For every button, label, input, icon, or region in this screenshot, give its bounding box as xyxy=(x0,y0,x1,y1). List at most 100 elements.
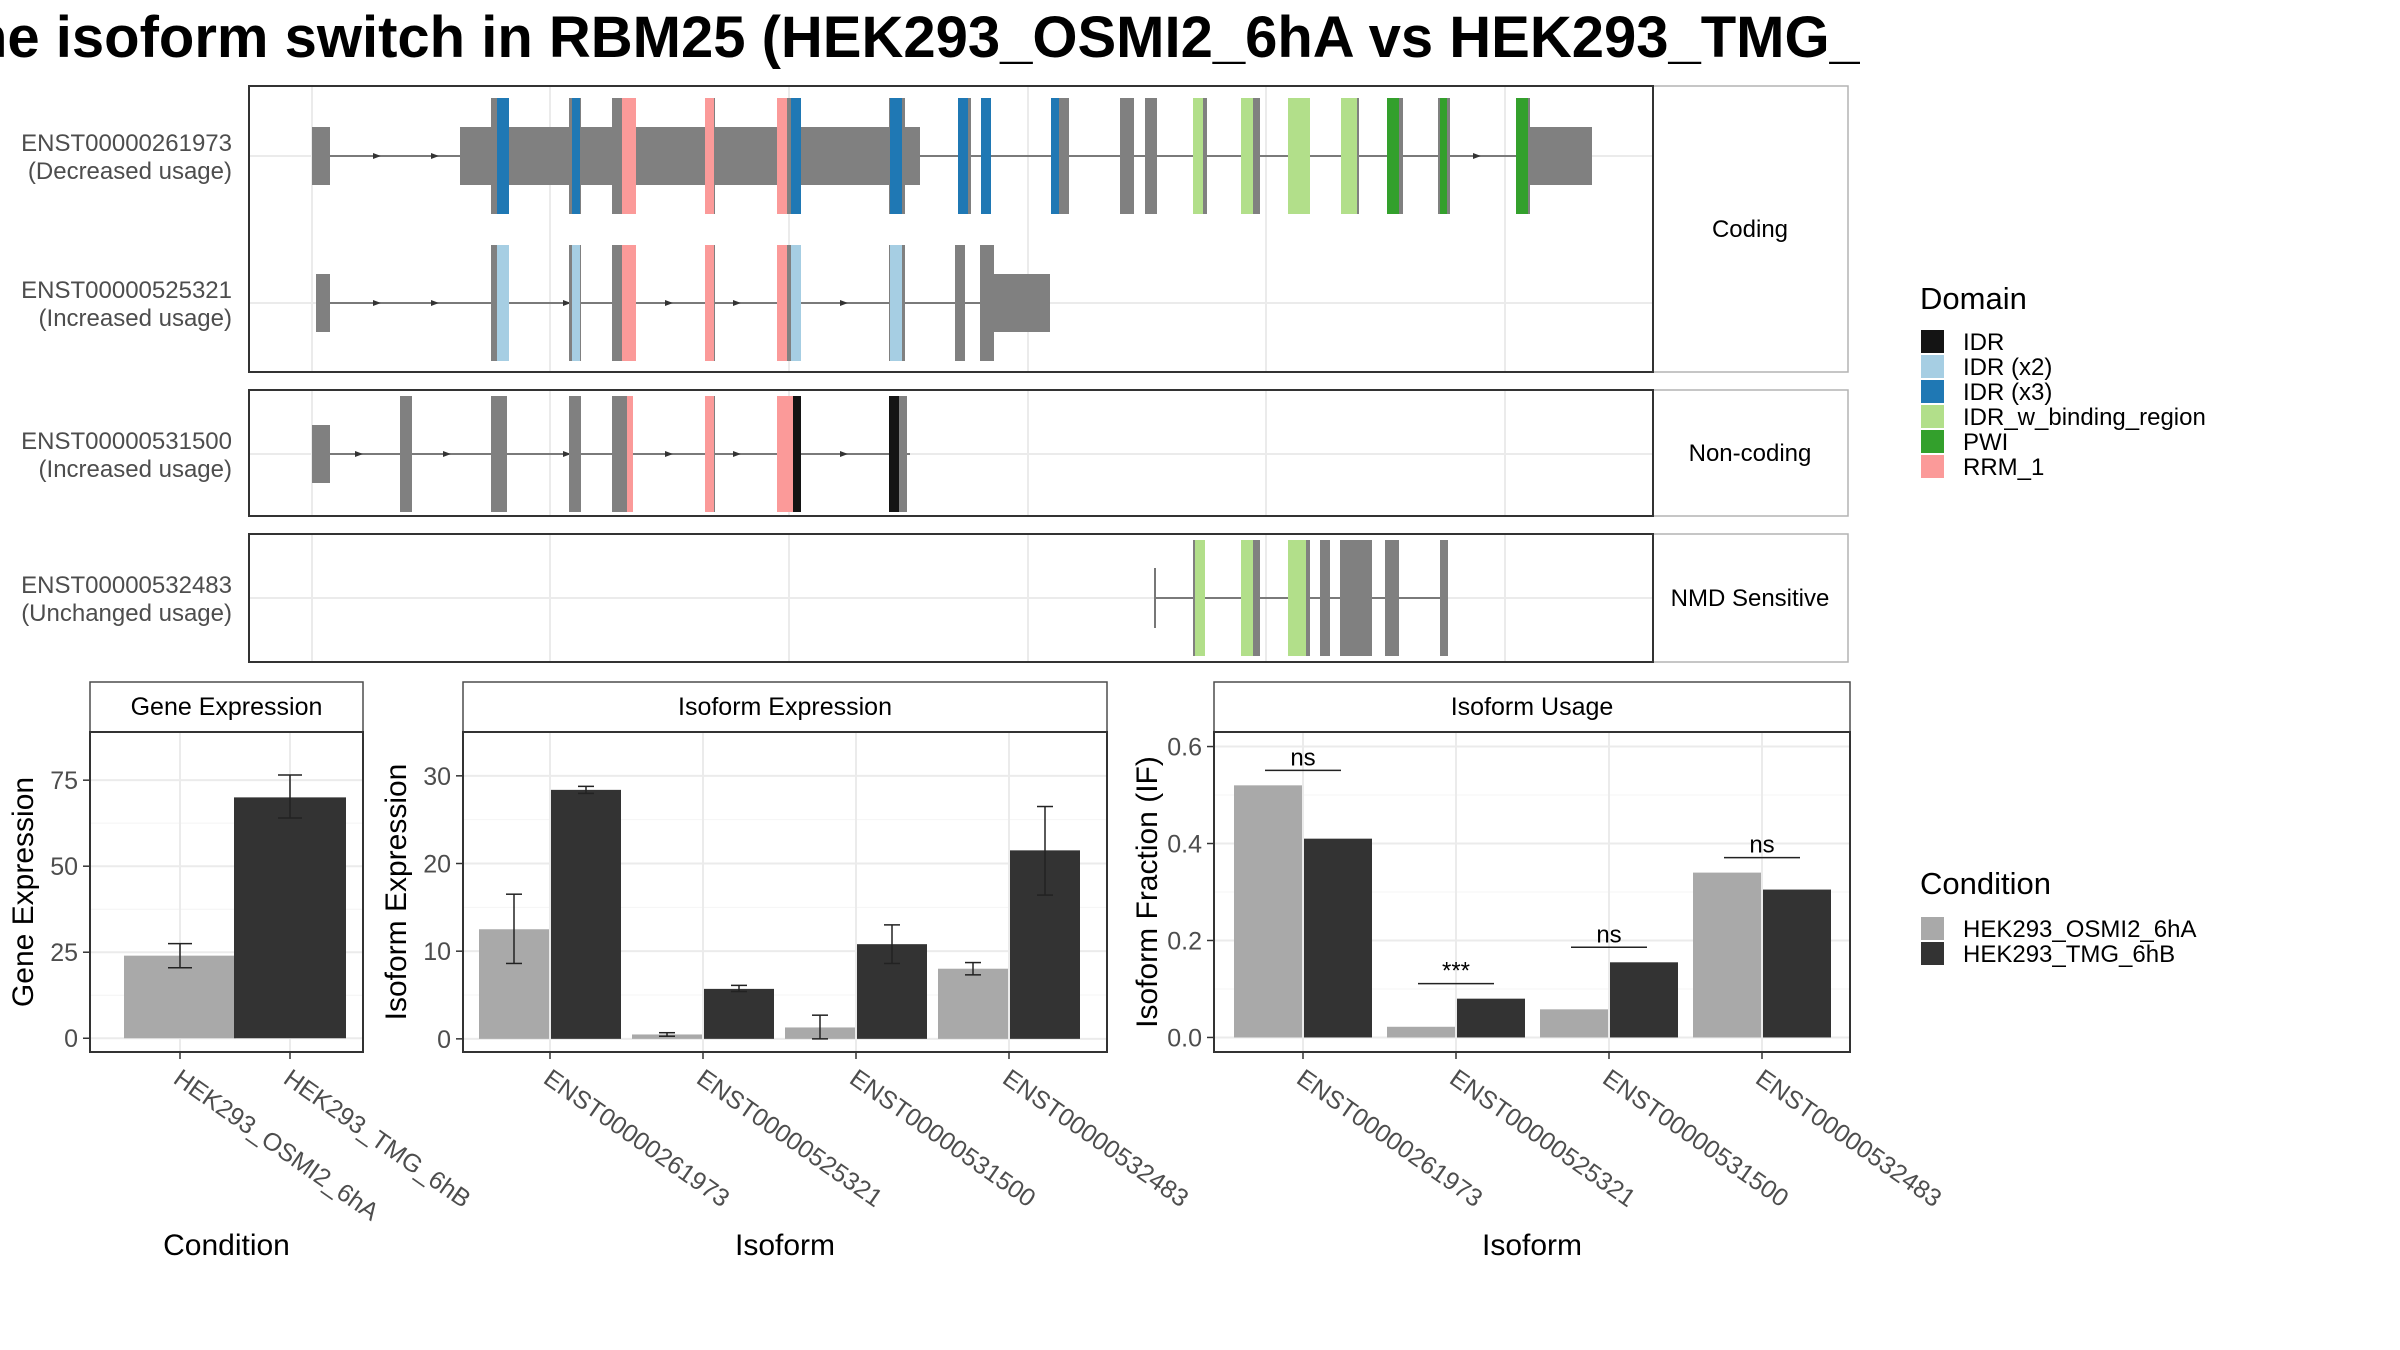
legend-label-domain: PWI xyxy=(1963,429,2008,456)
bar xyxy=(938,968,1008,1039)
domain-block xyxy=(1288,98,1310,214)
y-tick-label: 0 xyxy=(437,1026,451,1054)
bar xyxy=(1540,1009,1608,1038)
x-axis-title: Condition xyxy=(163,1229,290,1262)
legend-key-domain xyxy=(1921,455,1944,478)
exon-block xyxy=(1145,98,1157,214)
legend-key-condition xyxy=(1921,942,1944,965)
strand-arrow xyxy=(431,153,439,159)
domain-block xyxy=(791,245,801,361)
y-tick-label: 0.0 xyxy=(1167,1024,1202,1052)
panel-strip-title: Isoform Expression xyxy=(678,693,892,721)
y-tick-label: 10 xyxy=(423,938,451,966)
strand-arrow xyxy=(665,451,673,457)
panel-border xyxy=(89,731,364,1053)
strand-arrow xyxy=(665,300,673,306)
facet-strip-label: Non-coding xyxy=(1689,440,1812,467)
domain-block xyxy=(572,98,580,214)
legend-title-domain: Domain xyxy=(1920,281,2027,316)
y-tick-label: 75 xyxy=(50,767,78,795)
x-tick-label: HEK293_OSMI2_6hA xyxy=(169,1064,385,1227)
legend-label-domain: IDR_w_binding_region xyxy=(1963,404,2206,431)
significance-label: ns xyxy=(1749,832,1774,859)
bar xyxy=(1234,785,1302,1038)
strand-arrow xyxy=(1473,153,1481,159)
utr-exon xyxy=(316,274,330,332)
legend-label-domain: IDR (x2) xyxy=(1963,354,2052,381)
domain-block xyxy=(1051,98,1059,214)
domain-block xyxy=(622,245,636,361)
domain-block xyxy=(1341,98,1357,214)
domain-block xyxy=(1241,98,1253,214)
domain-block xyxy=(1195,540,1205,656)
plot-title-text: he isoform switch in RBM25 (HEK293_OSMI2… xyxy=(0,5,1860,70)
domain-block xyxy=(1288,540,1306,656)
domain-block xyxy=(791,98,801,214)
domain-block xyxy=(958,98,968,214)
exon-block xyxy=(1440,540,1448,656)
facet-strip xyxy=(1652,389,1849,517)
panel-strip xyxy=(462,681,1108,733)
exon-block xyxy=(400,396,412,512)
facet-panel-border xyxy=(248,85,1654,373)
bar xyxy=(1457,998,1525,1038)
domain-block xyxy=(793,396,801,512)
facet-panel-border xyxy=(248,533,1654,663)
domain-block xyxy=(497,98,509,214)
transcript-id-label: ENST00000532483 xyxy=(21,572,232,599)
transcript-usage-label: (Increased usage) xyxy=(39,305,232,332)
y-tick-label: 0 xyxy=(64,1025,78,1053)
strand-arrow xyxy=(443,451,451,457)
domain-block xyxy=(1193,98,1203,214)
domain-block xyxy=(890,98,902,214)
domain-block xyxy=(981,98,991,214)
domain-block xyxy=(497,245,509,361)
legend-label-condition: HEK293_OSMI2_6hA xyxy=(1963,916,2196,943)
strand-arrow xyxy=(355,451,363,457)
bar xyxy=(1693,872,1761,1038)
legend-key-domain xyxy=(1921,430,1944,453)
utr-exon xyxy=(312,127,330,185)
legend-label-domain: IDR (x3) xyxy=(1963,379,2052,406)
domain-block xyxy=(705,98,714,214)
utr-exon xyxy=(1530,127,1592,185)
exon-block xyxy=(569,396,581,512)
bar xyxy=(1387,1026,1455,1038)
domain-block xyxy=(1241,540,1253,656)
bar xyxy=(1304,838,1372,1038)
y-axis-title: Isoform Fraction (IF) xyxy=(1131,756,1164,1028)
strand-arrow xyxy=(373,153,381,159)
x-axis-title: Isoform xyxy=(1482,1229,1582,1262)
strand-arrow xyxy=(431,300,439,306)
significance-label: ns xyxy=(1596,921,1621,948)
x-axis-title: Isoform xyxy=(735,1229,835,1262)
plot-title: he isoform switch in RBM25 (HEK293_OSMI2… xyxy=(0,4,1860,71)
legend-key-domain xyxy=(1921,405,1944,428)
bar xyxy=(551,789,621,1039)
domain-block xyxy=(622,98,636,214)
facet-strip-label: Coding xyxy=(1712,216,1788,243)
transcript-id-label: ENST00000531500 xyxy=(21,428,232,455)
domain-block xyxy=(777,98,787,214)
bar xyxy=(124,955,236,1039)
strand-arrow xyxy=(563,300,571,306)
bar xyxy=(1763,889,1831,1038)
transcript-usage-label: (Increased usage) xyxy=(39,456,232,483)
domain-block xyxy=(627,396,633,512)
facet-strip xyxy=(1652,533,1849,663)
transcript-id-label: ENST00000261973 xyxy=(21,130,232,157)
transcript-usage-label: (Decreased usage) xyxy=(28,158,232,185)
panel-border xyxy=(462,731,1108,1053)
significance-label: ns xyxy=(1290,744,1315,771)
y-axis-title: Isoform Expression xyxy=(380,764,413,1021)
facet-panel-border xyxy=(248,389,1654,517)
y-tick-label: 50 xyxy=(50,853,78,881)
panel-strip-title: Isoform Usage xyxy=(1451,693,1614,721)
panel-strip xyxy=(1213,681,1851,733)
facet-strip xyxy=(1652,85,1849,373)
utr-exon xyxy=(460,127,920,185)
strand-arrow xyxy=(733,300,741,306)
y-tick-label: 20 xyxy=(423,851,451,879)
y-tick-label: 0.6 xyxy=(1167,734,1202,762)
